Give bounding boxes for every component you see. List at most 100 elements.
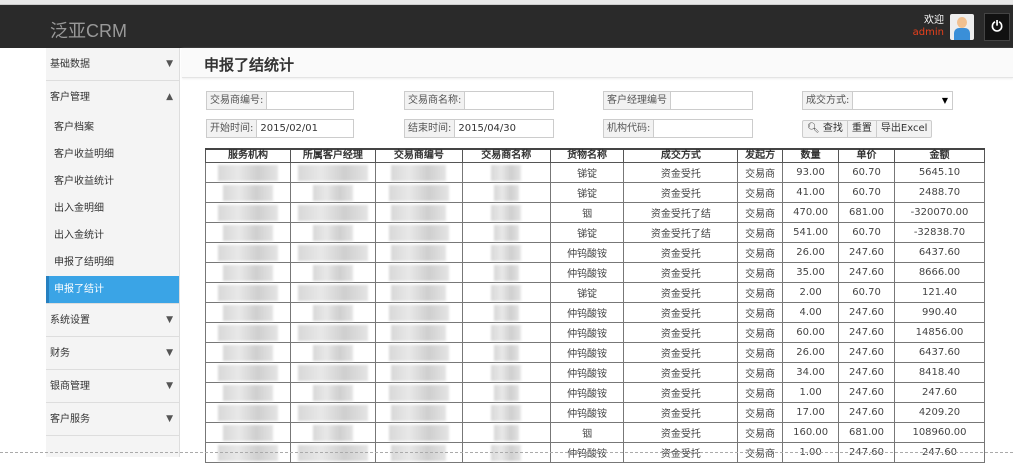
table-row[interactable]: 仲钨酸铵 资金受托 交易商 35.00 247.60 8666.00 (205, 262, 985, 283)
table-cell: 1.00 (782, 382, 840, 403)
page-title: 申报了结统计 (204, 56, 295, 74)
column-header: 金额 (894, 148, 985, 163)
expand-icon[interactable]: ▼ (166, 59, 173, 69)
redacted-cell (205, 202, 291, 223)
table-row[interactable]: 仲钨酸铵 资金受托 交易商 26.00 247.60 6437.60 (205, 242, 985, 263)
table-row[interactable]: 锑锭 资金受托 交易商 41.00 60.70 2488.70 (205, 182, 985, 203)
sidebar-subitem[interactable]: 客户档案 (54, 122, 94, 133)
sidebar-subitem[interactable]: 出入金统计 (54, 230, 104, 241)
deal-type-value[interactable] (853, 92, 952, 109)
start-date-field[interactable]: 开始时间: 2015/02/01 (206, 119, 354, 138)
table-cell: 247.60 (838, 302, 895, 323)
table-cell: -32838.70 (894, 222, 985, 243)
sidebar-item-label: 银商管理 (50, 381, 90, 392)
redacted-cell (374, 402, 463, 423)
sidebar-item[interactable]: 系统设置 ▼ (46, 304, 179, 337)
sidebar-subitem[interactable]: 出入金明细 (54, 203, 104, 214)
trader-id-input[interactable] (267, 92, 353, 109)
collapse-icon[interactable]: ▲ (166, 92, 173, 102)
sidebar-subitem[interactable]: 客户收益明细 (54, 149, 114, 160)
column-header: 交易商名称 (461, 148, 551, 163)
table-cell: 资金受托了结 (623, 222, 739, 243)
redacted-cell (289, 182, 376, 203)
table-cell: 资金受托 (623, 402, 739, 423)
table-row[interactable]: 铟资金受托了结 交易商 470.00 681.00 -320070.00 (205, 202, 985, 223)
expand-icon[interactable]: ▼ (166, 348, 173, 358)
redacted-cell (205, 282, 291, 303)
trader-name-field[interactable]: 交易商名称: (404, 91, 554, 110)
sidebar-item-label: 财务 (50, 348, 70, 359)
table-cell: 资金受托 (623, 362, 739, 383)
manager-id-field[interactable]: 客户经理编号 (603, 91, 753, 110)
expand-icon[interactable]: ▼ (166, 381, 173, 391)
redacted-cell (289, 342, 376, 363)
top-bar: 泛亚CRM 欢迎 admin ⏻ (0, 5, 1013, 48)
table-row[interactable]: 仲钨酸铵 资金受托 交易商 60.00 247.60 14856.00 (205, 322, 985, 343)
column-header: 所属客户经理 (289, 148, 376, 163)
org-code-field[interactable]: 机构代码: (603, 119, 753, 138)
table-cell: 交易商 (737, 342, 784, 363)
redacted-cell (461, 422, 551, 443)
table-cell: 资金受托 (623, 422, 739, 443)
column-header: 数量 (782, 148, 840, 163)
manager-id-input[interactable] (671, 92, 752, 109)
redacted-cell (374, 382, 463, 403)
redacted-cell (205, 162, 291, 183)
export-excel-button[interactable]: 导出Excel (880, 123, 928, 134)
trader-id-field[interactable]: 交易商编号: (206, 91, 354, 110)
redacted-cell (205, 382, 291, 403)
deal-type-select[interactable]: 成交方式: (802, 91, 953, 110)
table-cell: 60.00 (782, 322, 840, 343)
sidebar-item-label: 客户服务 (50, 414, 90, 425)
table-row[interactable]: 锑锭 资金受托了结 交易商 541.00 60.70 -32838.70 (205, 222, 985, 243)
redacted-cell (205, 342, 291, 363)
power-icon[interactable]: ⏻ (984, 13, 1010, 41)
table-row[interactable]: 仲钨酸铵 资金受托 交易商 17.00 247.60 4209.20 (205, 402, 985, 423)
sidebar-item[interactable]: 客户服务 ▼ (46, 403, 179, 436)
table-row[interactable]: 锑锭 资金受托 交易商 2.00 60.70 121.40 (205, 282, 985, 303)
table-cell: 108960.00 (894, 422, 985, 443)
column-header: 交易商编号 (374, 148, 463, 163)
action-buttons: 🔍︎ 查找 重置 导出Excel (802, 120, 933, 138)
reset-button[interactable]: 重置 (848, 121, 877, 137)
table-cell: 470.00 (782, 202, 840, 223)
sidebar-item[interactable]: 财务 ▼ (46, 337, 179, 370)
table-row[interactable]: 仲钨酸铵 资金受托 交易商 26.00 247.60 6437.60 (205, 342, 985, 363)
redacted-cell (289, 262, 376, 283)
end-date-input[interactable]: 2015/04/30 (458, 123, 517, 134)
expand-icon[interactable]: ▼ (166, 315, 173, 325)
table-cell: 247.60 (838, 362, 895, 383)
table-row[interactable]: 仲钨酸铵 资金受托 交易商 34.00 247.60 8418.40 (205, 362, 985, 383)
table-cell: 锑锭 (549, 162, 625, 183)
sidebar-item[interactable]: 客户管理 ▲ (46, 81, 179, 114)
table-cell: 资金受托 (623, 182, 739, 203)
table-row[interactable]: 仲钨酸铵 资金受托 交易商 1.00 247.60 247.60 (205, 382, 985, 403)
end-date-field[interactable]: 结束时间: 2015/04/30 (404, 119, 554, 138)
redacted-cell (461, 402, 551, 423)
table-row[interactable]: 铟资金受托 交易商 160.00 681.00 108960.00 (205, 422, 985, 443)
search-button[interactable]: 🔍︎ 查找 (803, 121, 848, 137)
sidebar-subitem[interactable]: 申报了结明细 (54, 257, 114, 268)
sidebar-item[interactable]: 银商管理 ▼ (46, 370, 179, 403)
redacted-cell (205, 362, 291, 383)
expand-icon[interactable]: ▼ (166, 414, 173, 424)
sidebar-item[interactable]: 基础数据 ▼ (46, 48, 179, 81)
sidebar-item-label: 基础数据 (50, 59, 90, 70)
redacted-cell (374, 322, 463, 343)
table-row[interactable]: 锑锭 资金受托 交易商 93.00 60.70 5645.10 (205, 162, 985, 183)
username[interactable]: admin (912, 27, 944, 38)
avatar[interactable] (950, 14, 974, 40)
redacted-cell (461, 242, 551, 263)
start-date-input[interactable]: 2015/02/01 (260, 123, 319, 134)
org-code-input[interactable] (654, 120, 752, 137)
trader-name-input[interactable] (465, 92, 553, 109)
table-cell: 资金受托 (623, 162, 739, 183)
table-cell: 交易商 (737, 382, 784, 403)
table-cell: 60.70 (838, 162, 895, 183)
table-cell: 仲钨酸铵 (549, 262, 625, 283)
redacted-cell (461, 222, 551, 243)
sidebar-subitem[interactable]: 申报了结计 (46, 276, 179, 303)
redacted-cell (374, 342, 463, 363)
table-row[interactable]: 仲钨酸铵 资金受托 交易商 4.00 247.60 990.40 (205, 302, 985, 323)
sidebar-subitem[interactable]: 客户收益统计 (54, 176, 114, 187)
